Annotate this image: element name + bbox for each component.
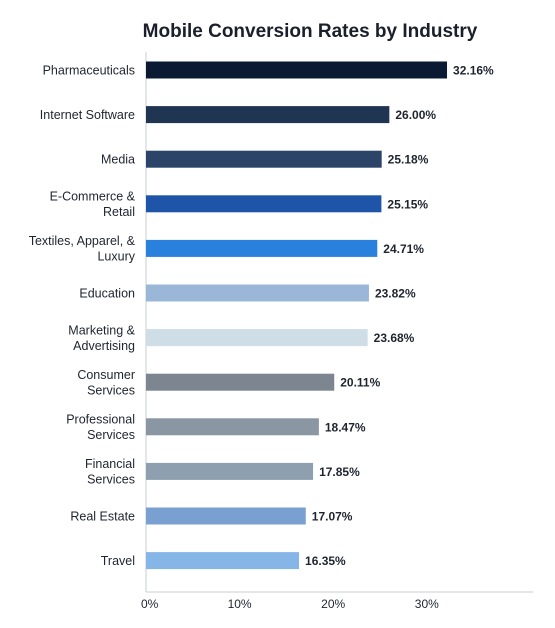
category-label-line: Consumer bbox=[77, 368, 135, 382]
value-label: 17.85% bbox=[319, 465, 360, 479]
bar bbox=[146, 150, 382, 168]
chart-title: Mobile Conversion Rates by Industry bbox=[143, 21, 478, 42]
value-label: 16.35% bbox=[305, 554, 346, 568]
x-tick-label: 0% bbox=[141, 597, 159, 611]
value-label: 20.11% bbox=[340, 376, 380, 390]
bar bbox=[146, 552, 300, 570]
category-label: Marketing & Advertising bbox=[68, 323, 135, 353]
bar bbox=[146, 106, 390, 124]
category-label-line: Financial bbox=[85, 457, 135, 471]
category-label-line: Education bbox=[79, 287, 135, 301]
bar bbox=[146, 195, 382, 213]
category-label: Professional Services bbox=[66, 413, 135, 443]
x-tick-label: 20% bbox=[321, 597, 345, 611]
category-label-line: Textiles, Apparel, & bbox=[29, 234, 136, 248]
value-label: 18.47% bbox=[325, 420, 366, 434]
category-label-line: Media bbox=[101, 153, 135, 167]
category-label: Real Estate bbox=[70, 510, 135, 524]
category-label: Media bbox=[101, 153, 135, 167]
value-label: 23.68% bbox=[374, 331, 415, 345]
category-label-line: Internet Software bbox=[40, 108, 135, 122]
category-label-line: Services bbox=[87, 383, 135, 397]
x-tick-label: 10% bbox=[228, 597, 252, 611]
category-label-line: Advertising bbox=[73, 339, 135, 353]
category-label-line: Real Estate bbox=[70, 510, 135, 524]
category-label: Consumer Services bbox=[77, 368, 135, 398]
bar bbox=[146, 373, 335, 391]
bar bbox=[146, 329, 368, 347]
category-label-line: Services bbox=[87, 428, 135, 442]
category-label-line: Services bbox=[87, 473, 135, 487]
category-label: Internet Software bbox=[40, 108, 135, 122]
category-label: Pharmaceuticals bbox=[43, 64, 135, 78]
category-label-line: Luxury bbox=[97, 250, 135, 264]
category-label-line: Travel bbox=[101, 554, 135, 568]
category-label-line: Professional bbox=[66, 413, 135, 427]
value-label: 25.15% bbox=[387, 197, 428, 211]
category-label-line: Retail bbox=[103, 205, 135, 219]
bar bbox=[146, 61, 448, 79]
value-label: 17.07% bbox=[312, 510, 353, 524]
category-label: Financial Services bbox=[85, 457, 135, 487]
category-label-line: Marketing & bbox=[68, 323, 135, 337]
value-label: 25.18% bbox=[388, 153, 429, 167]
category-label: Education bbox=[79, 287, 135, 301]
bar bbox=[146, 462, 314, 480]
value-label: 26.00% bbox=[395, 108, 436, 122]
category-label: Travel bbox=[101, 554, 135, 568]
value-label: 32.16% bbox=[453, 64, 494, 78]
category-label-line: E-Commerce & bbox=[50, 190, 136, 204]
category-label-line: Pharmaceuticals bbox=[43, 64, 135, 78]
x-tick-label: 30% bbox=[415, 597, 439, 611]
value-label: 23.82% bbox=[375, 287, 416, 301]
bar bbox=[146, 507, 306, 525]
bar bbox=[146, 418, 319, 436]
value-label: 24.71% bbox=[383, 242, 424, 256]
bar bbox=[146, 284, 369, 302]
category-label: E-Commerce & Retail bbox=[50, 190, 136, 220]
category-label: Textiles, Apparel, & Luxury bbox=[29, 234, 136, 264]
bar bbox=[146, 239, 378, 257]
